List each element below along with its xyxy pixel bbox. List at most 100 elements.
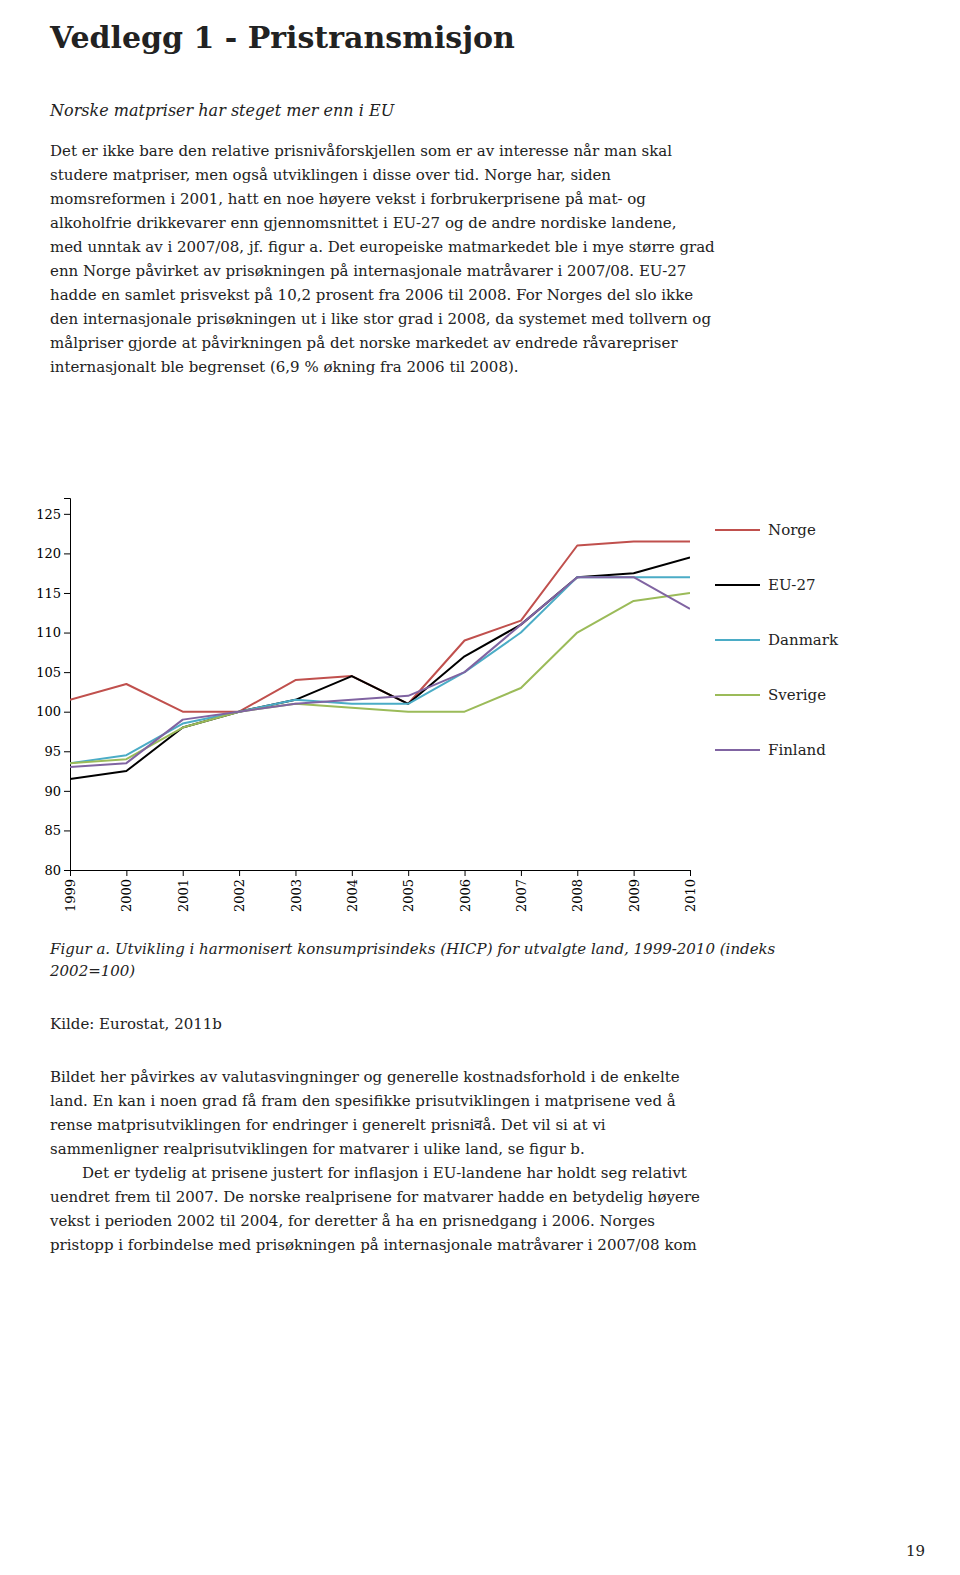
x-tick: 2003 <box>289 870 304 912</box>
x-tick: 1999 <box>63 870 78 912</box>
y-tick: 85 <box>44 823 70 838</box>
series-line <box>70 542 690 712</box>
y-tick-label: 85 <box>44 823 61 838</box>
y-tick-mark <box>64 672 70 673</box>
legend-label: EU-27 <box>768 576 815 594</box>
body-text-line: uendret frem til 2007. De norske realpri… <box>50 1188 700 1206</box>
source-text: Kilde: Eurostat, 2011b <box>50 1015 222 1033</box>
x-tick-label: 2006 <box>458 879 473 912</box>
legend-swatch <box>715 749 760 751</box>
x-tick-mark <box>408 870 409 876</box>
legend-label: Danmark <box>768 631 839 649</box>
y-tick-label: 120 <box>36 546 61 561</box>
y-tick-label: 95 <box>44 744 61 759</box>
body-text-line: vekst i perioden 2002 til 2004, for dere… <box>49 1212 655 1230</box>
series-line <box>70 557 690 779</box>
x-tick: 2006 <box>458 870 473 912</box>
x-tick-mark <box>295 870 296 876</box>
page-title: Vedlegg 1 - Pristransmisjon <box>49 20 515 55</box>
x-tick: 2005 <box>401 870 416 912</box>
x-tick-mark <box>352 870 353 876</box>
y-tick: 95 <box>44 744 70 759</box>
body-text-line: den internasjonale prisøkningen ut i lik… <box>50 310 711 328</box>
y-axis: 80 85 90 95 100 105 110 115 120 125 <box>36 499 70 878</box>
x-tick: 2000 <box>119 870 134 912</box>
x-tick-mark <box>577 870 578 876</box>
legend-swatch <box>715 584 760 586</box>
y-tick: 80 <box>44 863 70 878</box>
x-tick-label: 2001 <box>176 879 191 912</box>
chart: 1999200020012002200320042005200620072008… <box>36 499 839 913</box>
body-text-line: enn Norge påvirket av prisøkningen på in… <box>50 262 686 280</box>
body-text-line: land. En kan i noen grad få fram den spe… <box>50 1092 676 1110</box>
series-line <box>70 593 690 763</box>
x-tick: 2009 <box>627 870 642 912</box>
figure-caption-line: 2002=100) <box>49 962 135 980</box>
y-tick-label: 80 <box>44 863 61 878</box>
legend-label: Norge <box>768 521 816 539</box>
x-tick-label: 2008 <box>570 879 585 912</box>
y-tick-label: 105 <box>36 665 61 680</box>
y-tick: 105 <box>36 665 70 680</box>
body-text-line: alkoholfrie drikkevarer enn gjennomsnitt… <box>50 214 676 232</box>
x-tick-label: 2002 <box>232 879 247 912</box>
legend-swatch <box>715 639 760 641</box>
body-text-line: momsreformen i 2001, hatt en noe høyere … <box>50 190 646 208</box>
body-text-line: Bildet her påvirkes av valutasvingninger… <box>50 1068 680 1086</box>
legend-swatch <box>715 694 760 696</box>
y-tick: 125 <box>36 506 70 521</box>
x-tick-mark <box>521 870 522 876</box>
y-tick-label: 100 <box>36 704 61 719</box>
x-tick-label: 2005 <box>401 879 416 912</box>
body-text-line: studere matpriser, men også utviklingen … <box>50 166 611 184</box>
body-text-line: pristopp i forbindelse med prisøkningen … <box>50 1236 697 1254</box>
y-tick: 115 <box>36 586 70 601</box>
y-tick-mark <box>64 633 70 634</box>
y-tick-mark <box>64 870 70 871</box>
y-tick-mark <box>64 830 70 831</box>
y-tick: 120 <box>36 546 70 561</box>
x-tick: 2010 <box>683 870 698 912</box>
y-tick: 110 <box>36 625 70 640</box>
y-tick-mark <box>64 751 70 752</box>
subtitle: Norske matpriser har steget mer enn i EU <box>49 101 395 120</box>
figure-caption-line: Figur a. Utvikling i harmonisert konsump… <box>49 940 776 958</box>
legend: NorgeEU-27DanmarkSverigeFinland <box>715 521 839 759</box>
series-line <box>70 577 690 767</box>
x-tick-mark <box>239 870 240 876</box>
y-tick-label: 115 <box>36 586 61 601</box>
x-tick-label: 2000 <box>119 879 134 912</box>
y-tick: 100 <box>36 704 70 719</box>
x-tick: 2001 <box>176 870 191 912</box>
x-tick: 2007 <box>514 870 529 912</box>
legend-label: Sverige <box>768 686 826 704</box>
x-tick-mark <box>183 870 184 876</box>
y-tick: 90 <box>44 784 70 799</box>
y-tick-label: 90 <box>44 784 61 799</box>
x-axis-line <box>71 871 691 877</box>
x-tick-label: 1999 <box>63 879 78 912</box>
y-axis-line <box>64 499 71 871</box>
x-tick-mark <box>690 870 691 876</box>
page-text: Vedlegg 1 - Pristransmisjon Norske matpri… <box>49 20 925 1560</box>
body-text-line: internasjonalt ble begrenset (6,9 % økni… <box>50 358 519 376</box>
y-tick-mark <box>64 553 70 554</box>
body-text-line: Det er ikke bare den relative prisnivåfo… <box>50 142 672 160</box>
x-tick-label: 2010 <box>683 879 698 912</box>
x-tick-label: 2009 <box>627 879 642 912</box>
legend-swatch <box>715 529 760 531</box>
x-tick: 2002 <box>232 870 247 912</box>
x-tick-mark <box>634 870 635 876</box>
page-number: 19 <box>906 1542 925 1560</box>
y-tick-mark <box>64 593 70 594</box>
body-text-line: Det er tydelig at prisene justert for in… <box>82 1164 687 1182</box>
y-tick-mark <box>64 791 70 792</box>
page: Vedlegg 1 - Pristransmisjon Norske matpri… <box>0 0 960 1575</box>
x-axis: 1999200020012002200320042005200620072008… <box>63 870 698 912</box>
body-text-line: målpriser gjorde at påvirkningen på det … <box>50 334 678 352</box>
body-text-line: med unntak av i 2007/08, jf. figur a. De… <box>50 238 715 256</box>
plot-marks <box>70 542 690 779</box>
body-text-line: hadde en samlet prisvekst på 10,2 prosen… <box>50 286 693 304</box>
body-text-line: sammenligner realprisutviklingen for mat… <box>50 1140 585 1158</box>
x-tick-label: 2007 <box>514 879 529 912</box>
